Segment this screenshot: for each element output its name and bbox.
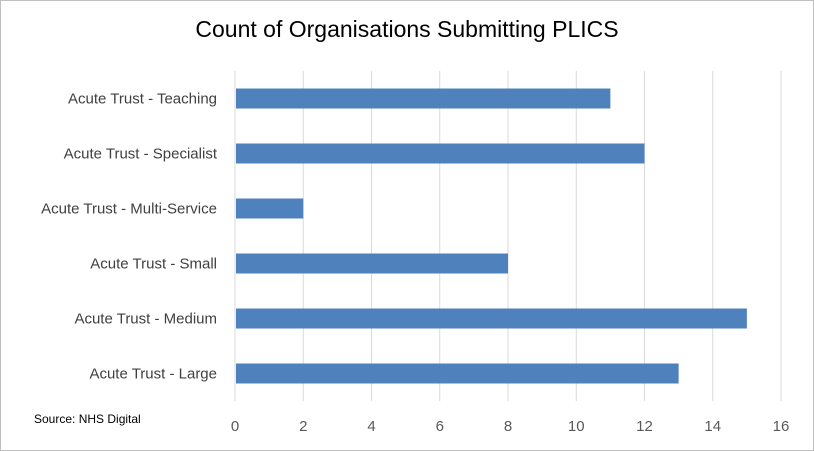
- bar: [236, 198, 304, 219]
- bar: [236, 253, 508, 274]
- category-label: Acute Trust - Small: [90, 256, 217, 273]
- x-tick-label: 0: [231, 418, 239, 435]
- x-tick-label: 6: [436, 418, 444, 435]
- bar: [236, 88, 611, 109]
- x-tick-label: 12: [636, 418, 653, 435]
- x-tick-label: 16: [773, 418, 790, 435]
- category-label: Acute Trust - Medium: [74, 311, 217, 328]
- source-note: Source: NHS Digital: [34, 412, 141, 426]
- x-tick-label: 10: [568, 418, 585, 435]
- category-label: Acute Trust - Large: [89, 366, 217, 383]
- category-label: Acute Trust - Teaching: [68, 91, 217, 108]
- x-tick-label: 14: [704, 418, 721, 435]
- bar: [236, 363, 679, 384]
- x-tick-label: 8: [504, 418, 512, 435]
- category-label: Acute Trust - Multi-Service: [41, 201, 217, 218]
- x-tick-label: 4: [367, 418, 375, 435]
- bar: [236, 143, 645, 164]
- x-tick-label: 2: [299, 418, 307, 435]
- category-label: Acute Trust - Specialist: [64, 146, 218, 163]
- chart-title: Count of Organisations Submitting PLICS: [195, 16, 619, 42]
- bar: [236, 308, 747, 329]
